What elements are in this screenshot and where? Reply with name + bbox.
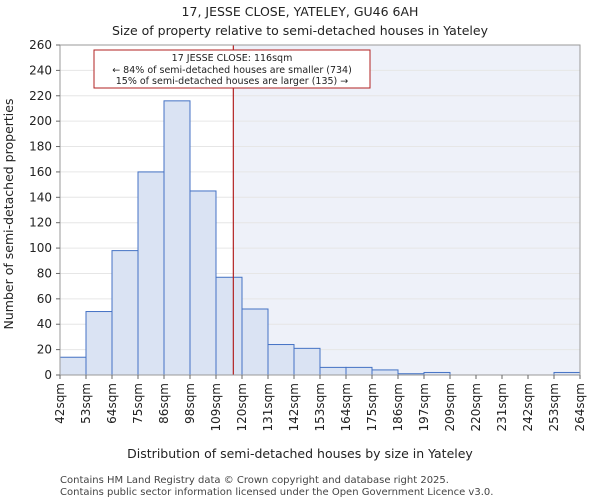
x-tick-label: 209sqm bbox=[443, 383, 457, 431]
footer-line-2: Contains public sector information licen… bbox=[60, 487, 493, 498]
x-tick-label: 242sqm bbox=[521, 383, 535, 431]
x-tick-label: 131sqm bbox=[261, 383, 275, 431]
x-tick-label: 75sqm bbox=[131, 383, 145, 424]
chart-subtitle: Size of property relative to semi-detach… bbox=[112, 23, 489, 38]
x-axis-label: Distribution of semi-detached houses by … bbox=[127, 446, 473, 461]
x-tick-label: 253sqm bbox=[547, 383, 561, 431]
footer-line-1: Contains HM Land Registry data © Crown c… bbox=[60, 475, 449, 486]
x-tick-label: 231sqm bbox=[495, 383, 509, 431]
bar-142sqm bbox=[293, 347, 321, 376]
x-tick-label: 197sqm bbox=[417, 383, 431, 431]
bar-53sqm bbox=[85, 311, 113, 376]
y-axis-label: Number of semi-detached properties bbox=[1, 99, 16, 330]
y-tick-label: 60 bbox=[37, 292, 52, 306]
bar-75sqm bbox=[137, 171, 165, 376]
y-tick-label: 160 bbox=[29, 165, 52, 179]
x-tick-label: 153sqm bbox=[313, 383, 327, 431]
bar-64sqm bbox=[111, 250, 139, 376]
bar-86sqm bbox=[163, 100, 191, 376]
bar-175sqm bbox=[371, 369, 399, 376]
bar-42sqm bbox=[59, 356, 87, 376]
y-axis-ticks: 0 20 40 60 80 100 120 140 160 180 200 220 240 260 bbox=[29, 38, 60, 382]
x-tick-label: 86sqm bbox=[157, 383, 171, 424]
bar-109sqm bbox=[215, 276, 243, 376]
y-tick-label: 140 bbox=[29, 190, 52, 204]
y-tick-label: 200 bbox=[29, 114, 52, 128]
annotation-line-1: 17 JESSE CLOSE: 116sqm bbox=[172, 53, 293, 64]
x-tick-label: 186sqm bbox=[391, 383, 405, 431]
y-tick-label: 260 bbox=[29, 38, 52, 52]
y-tick-label: 0 bbox=[44, 368, 52, 382]
x-tick-label: 175sqm bbox=[365, 383, 379, 431]
x-tick-label: 220sqm bbox=[469, 383, 483, 431]
bar-131sqm bbox=[267, 344, 295, 376]
bar-98sqm bbox=[189, 190, 217, 376]
chart-title: 17, JESSE CLOSE, YATELEY, GU46 6AH bbox=[182, 4, 419, 19]
x-tick-label: 98sqm bbox=[183, 383, 197, 424]
x-tick-label: 42sqm bbox=[53, 383, 67, 424]
y-tick-label: 20 bbox=[37, 343, 52, 357]
x-tick-label: 64sqm bbox=[105, 383, 119, 424]
annotation-line-3: 15% of semi-detached houses are larger (… bbox=[116, 76, 349, 87]
y-tick-label: 240 bbox=[29, 63, 52, 77]
y-tick-label: 220 bbox=[29, 89, 52, 103]
annotation-frame bbox=[93, 49, 371, 89]
annotation-box: 17 JESSE CLOSE: 116sqm ← 84% of semi-det… bbox=[93, 49, 371, 89]
x-tick-label: 264sqm bbox=[573, 383, 587, 431]
x-axis-ticks: 42sqm 53sqm 64sqm 75sqm 86sqm 98sqm 109sqm 120s… bbox=[53, 375, 587, 431]
x-tick-label: 53sqm bbox=[79, 383, 93, 424]
larger-region-shading bbox=[233, 45, 581, 375]
bar-164sqm bbox=[345, 366, 373, 376]
y-tick-label: 180 bbox=[29, 140, 52, 154]
x-tick-label: 164sqm bbox=[339, 383, 353, 431]
bar-120sqm bbox=[241, 308, 269, 376]
y-tick-label: 120 bbox=[29, 216, 52, 230]
bar-153sqm bbox=[319, 366, 347, 376]
x-tick-label: 120sqm bbox=[235, 383, 249, 431]
x-tick-label: 142sqm bbox=[287, 383, 301, 431]
x-tick-label: 109sqm bbox=[209, 383, 223, 431]
y-tick-label: 80 bbox=[37, 266, 52, 280]
y-tick-label: 40 bbox=[37, 317, 52, 331]
annotation-line-2: ← 84% of semi-detached houses are smalle… bbox=[112, 65, 352, 76]
bars bbox=[59, 100, 581, 376]
y-tick-label: 100 bbox=[29, 241, 52, 255]
